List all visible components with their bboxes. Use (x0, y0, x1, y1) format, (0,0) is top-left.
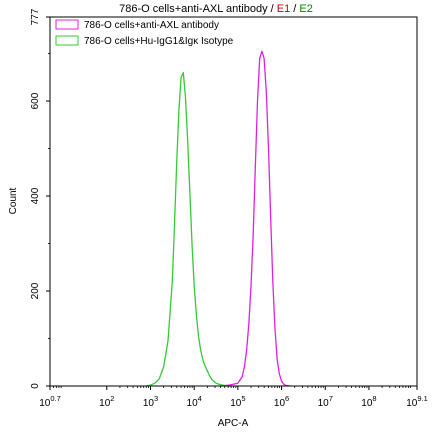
chart-title-separator: / (290, 3, 300, 15)
y-tick-label: 200 (30, 282, 41, 299)
legend-swatch (55, 35, 79, 46)
y-tick-label: 0 (30, 383, 41, 389)
chart-title-e1: E1 (276, 3, 291, 15)
y-axis-label: Count (8, 187, 19, 214)
x-tick-label: 104 (187, 394, 202, 409)
x-tick-label: 100.7 (39, 394, 61, 409)
series-line-2 (145, 71, 230, 387)
series-line-1 (220, 50, 291, 387)
x-tick-label: 108 (361, 394, 376, 409)
x-tick-label: 102 (99, 394, 114, 409)
x-tick-label: 105 (230, 394, 245, 409)
plot-frame (49, 16, 418, 387)
chart-title: 786-O cells+anti-AXL antibody / E1 / E2 (0, 3, 432, 15)
x-tick-label: 106 (274, 394, 289, 409)
y-tick-label: 777 (30, 8, 41, 25)
x-tick-label: 107 (318, 394, 333, 409)
x-tick-label: 103 (143, 394, 158, 409)
y-tick-label: 600 (30, 92, 41, 109)
legend-label: 786-O cells+Hu-IgG1&Igκ Isotype (84, 36, 234, 47)
legend: 786-O cells+anti-AXL antibody 786-O cells… (55, 19, 234, 47)
chart-title-e2: E2 (299, 3, 313, 15)
y-tick-label: 400 (30, 187, 41, 204)
x-axis-label: APC-A (218, 418, 249, 429)
series-layer (145, 50, 291, 387)
x-tick-label: 109.1 (406, 394, 428, 409)
legend-swatch (55, 19, 79, 30)
x-axis: 100.7 102 103 104 105 106 107 108 109.1 (39, 386, 428, 409)
legend-label: 786-O cells+anti-AXL antibody (84, 20, 219, 31)
chart-title-separator: / (267, 3, 277, 15)
y-axis: 0 200 400 600 777 (30, 8, 50, 389)
chart-title-main: 786-O cells+anti-AXL antibody (119, 3, 268, 15)
